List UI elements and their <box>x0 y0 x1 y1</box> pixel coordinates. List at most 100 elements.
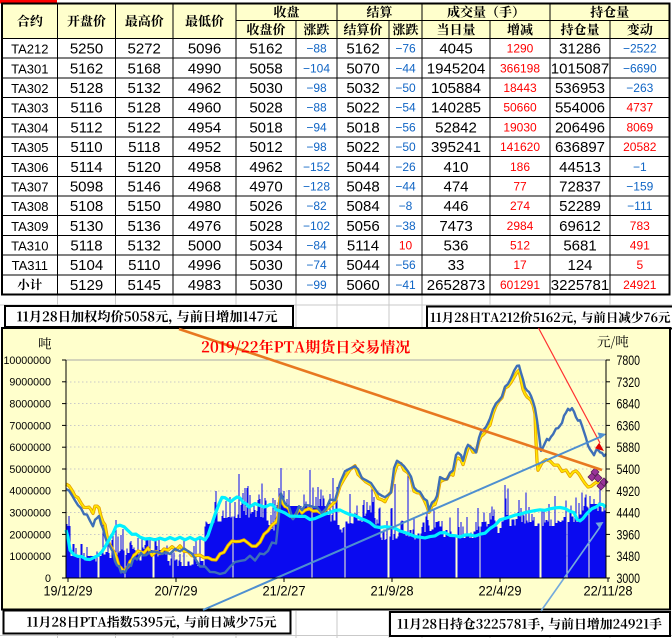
svg-text:77: 77 <box>513 180 527 194</box>
svg-text:TA212: TA212 <box>11 42 48 57</box>
svg-text:TA309: TA309 <box>11 219 48 234</box>
svg-text:5000000: 5000000 <box>9 464 51 476</box>
svg-text:3000000: 3000000 <box>9 508 51 520</box>
svg-text:5110: 5110 <box>70 139 102 156</box>
svg-text:5084: 5084 <box>346 198 379 215</box>
svg-text:−56: −56 <box>395 120 416 134</box>
svg-text:52289: 52289 <box>559 198 601 215</box>
svg-text:21/2/27: 21/2/27 <box>263 584 306 599</box>
svg-text:274: 274 <box>510 199 530 213</box>
svg-text:−2522: −2522 <box>623 42 657 56</box>
svg-text:−102: −102 <box>303 219 330 233</box>
svg-text:−128: −128 <box>303 180 330 194</box>
svg-text:−104: −104 <box>303 61 330 75</box>
svg-text:6360: 6360 <box>617 418 641 433</box>
svg-text:5128: 5128 <box>70 80 103 97</box>
svg-text:5022: 5022 <box>346 139 379 156</box>
svg-text:636897: 636897 <box>555 139 605 156</box>
svg-text:4960: 4960 <box>188 100 221 117</box>
svg-text:4920: 4920 <box>617 484 641 499</box>
svg-text:−76: −76 <box>395 42 416 56</box>
svg-text:−111: −111 <box>627 199 653 213</box>
svg-text:4954: 4954 <box>188 119 221 136</box>
svg-text:5272: 5272 <box>128 41 161 58</box>
svg-text:5028: 5028 <box>249 100 282 117</box>
svg-text:5116: 5116 <box>70 100 102 117</box>
svg-text:5018: 5018 <box>346 119 379 136</box>
svg-text:1945204: 1945204 <box>427 60 485 77</box>
svg-text:105884: 105884 <box>431 80 481 97</box>
svg-text:72837: 72837 <box>559 179 601 196</box>
svg-text:5118: 5118 <box>70 238 102 255</box>
svg-text:5130: 5130 <box>70 218 103 235</box>
svg-text:5681: 5681 <box>563 238 596 255</box>
svg-text:69612: 69612 <box>559 218 601 235</box>
svg-text:3960: 3960 <box>617 527 641 542</box>
svg-text:5058: 5058 <box>249 60 282 77</box>
svg-text:19/12/29: 19/12/29 <box>44 584 93 599</box>
svg-text:5128: 5128 <box>128 100 161 117</box>
svg-text:−98: −98 <box>306 81 327 95</box>
svg-text:5146: 5146 <box>128 179 161 196</box>
svg-text:474: 474 <box>443 179 468 196</box>
svg-text:4952: 4952 <box>188 139 221 156</box>
svg-text:5044: 5044 <box>346 159 379 176</box>
svg-text:2000000: 2000000 <box>9 529 51 541</box>
svg-text:−56: −56 <box>395 258 416 272</box>
svg-text:−26: −26 <box>395 160 416 174</box>
svg-text:4968: 4968 <box>188 179 221 196</box>
svg-text:TA306: TA306 <box>11 160 48 175</box>
svg-text:5400: 5400 <box>617 462 641 477</box>
svg-text:−1: −1 <box>633 160 647 174</box>
svg-text:491: 491 <box>630 239 650 253</box>
svg-text:−54: −54 <box>395 101 416 115</box>
svg-text:31286: 31286 <box>559 41 601 58</box>
svg-text:TA302: TA302 <box>11 81 48 96</box>
svg-text:4983: 4983 <box>188 277 221 294</box>
svg-text:5122: 5122 <box>128 119 161 136</box>
svg-text:1015087: 1015087 <box>551 60 609 77</box>
svg-text:410: 410 <box>443 159 468 176</box>
svg-text:−6690: −6690 <box>623 61 657 75</box>
svg-text:52842: 52842 <box>435 119 477 136</box>
svg-text:−8: −8 <box>399 199 413 213</box>
svg-text:5: 5 <box>636 258 643 272</box>
svg-text:33: 33 <box>448 257 465 274</box>
svg-text:4045: 4045 <box>439 41 472 58</box>
svg-text:5012: 5012 <box>249 139 282 156</box>
svg-text:−88: −88 <box>306 101 327 115</box>
svg-text:21/9/28: 21/9/28 <box>371 584 414 599</box>
svg-text:601291: 601291 <box>500 278 540 292</box>
svg-text:5120: 5120 <box>128 159 161 176</box>
svg-text:4958: 4958 <box>188 159 221 176</box>
svg-text:4970: 4970 <box>249 179 282 196</box>
svg-text:4440: 4440 <box>617 506 641 521</box>
svg-text:TA311: TA311 <box>12 258 48 273</box>
svg-text:44513: 44513 <box>559 159 601 176</box>
svg-text:17: 17 <box>513 258 527 272</box>
svg-text:5114: 5114 <box>347 238 379 255</box>
svg-text:5118: 5118 <box>128 139 160 156</box>
svg-text:20/7/29: 20/7/29 <box>155 584 198 599</box>
svg-text:8000000: 8000000 <box>9 399 51 411</box>
svg-text:22/11/28: 22/11/28 <box>584 584 633 599</box>
svg-text:−82: −82 <box>306 199 327 213</box>
svg-text:−98: −98 <box>306 140 327 154</box>
svg-text:7320: 7320 <box>617 375 641 390</box>
svg-text:140285: 140285 <box>431 100 481 117</box>
svg-text:−50: −50 <box>395 140 416 154</box>
svg-text:9000000: 9000000 <box>9 377 51 389</box>
svg-text:8069: 8069 <box>626 120 653 134</box>
svg-text:5018: 5018 <box>249 119 282 136</box>
svg-text:24921: 24921 <box>623 278 657 292</box>
svg-text:2984: 2984 <box>507 219 534 233</box>
svg-text:1290: 1290 <box>507 42 534 56</box>
svg-text:4737: 4737 <box>626 101 653 115</box>
svg-text:5030: 5030 <box>249 277 282 294</box>
svg-text:−263: −263 <box>626 81 653 95</box>
svg-text:4980: 4980 <box>188 198 221 215</box>
svg-text:−88: −88 <box>306 42 327 56</box>
svg-text:5132: 5132 <box>128 80 161 97</box>
svg-text:5056: 5056 <box>346 218 379 235</box>
svg-text:3225781: 3225781 <box>551 277 609 294</box>
